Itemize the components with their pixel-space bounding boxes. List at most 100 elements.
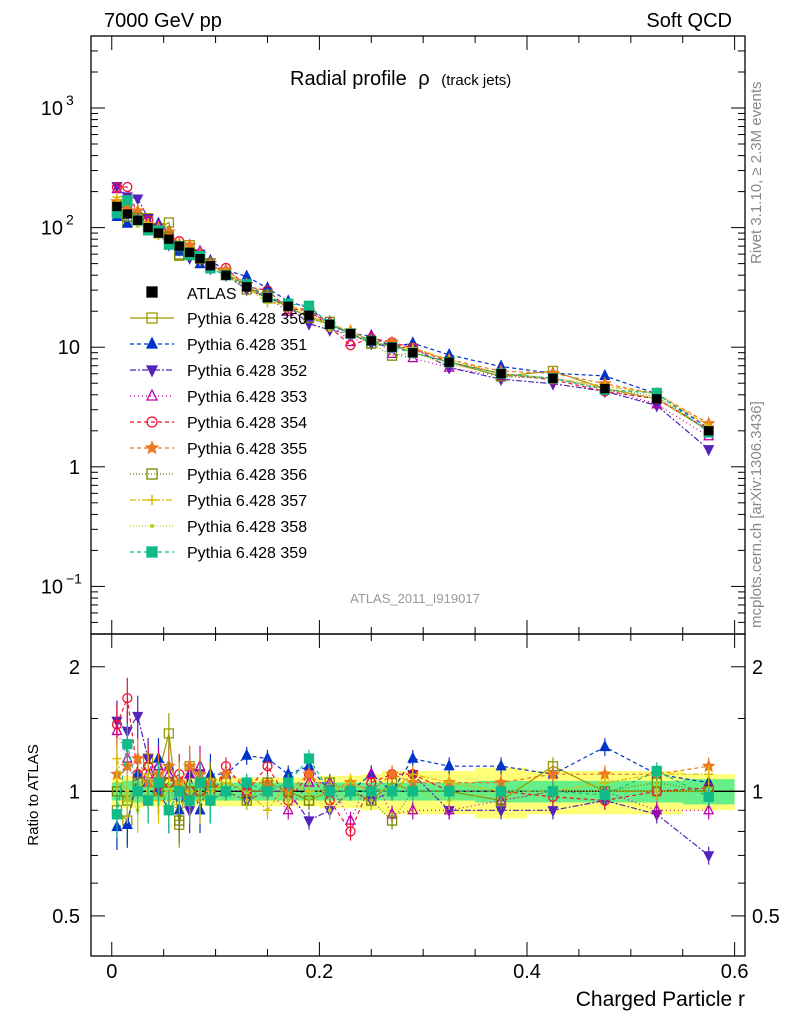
ratio-point	[125, 789, 130, 794]
header-left: 7000 GeV pp	[104, 10, 222, 32]
ratio-point	[599, 740, 611, 752]
ratio-point	[114, 780, 119, 785]
data-point	[366, 336, 376, 346]
main-point	[303, 300, 315, 311]
ratio-point	[408, 769, 418, 779]
data-point	[221, 270, 231, 280]
ratio-point	[130, 751, 145, 765]
data-point	[122, 209, 132, 219]
ratio-point	[174, 786, 185, 797]
data-point	[304, 310, 314, 320]
legend-label-5: Pythia 6.428 355	[187, 441, 307, 458]
legend-label-7: Pythia 6.428 357	[187, 493, 307, 510]
ratio-point	[142, 795, 154, 806]
ratio-point	[547, 786, 559, 797]
main-point	[703, 445, 715, 457]
ratio-point	[651, 765, 662, 777]
ratio-point	[599, 789, 611, 801]
legend-label-data: ATLAS	[187, 286, 237, 303]
data-point	[195, 254, 205, 264]
ratio-point	[386, 786, 398, 797]
legend-label-2: Pythia 6.428 352	[187, 363, 307, 380]
ratio-point	[345, 826, 356, 837]
ratio-point	[703, 803, 715, 815]
ratio-point	[651, 803, 663, 815]
data-point	[496, 369, 506, 379]
data-point	[704, 426, 714, 436]
ratio-point	[121, 817, 133, 829]
ratio-point	[366, 786, 377, 797]
ratio-plot-frame	[90, 633, 746, 957]
main-point	[111, 182, 123, 194]
ratio-point	[132, 786, 143, 797]
ratio-y-tick-label-left: 1	[69, 781, 80, 803]
ratio-point	[345, 786, 356, 797]
ratio-point	[282, 803, 294, 815]
data-point	[444, 357, 454, 367]
main-point	[111, 182, 123, 193]
x-tick-label: 0.4	[513, 961, 541, 983]
ratio-point	[241, 748, 253, 760]
ratio-point	[654, 789, 659, 794]
legend-marker-9	[146, 546, 158, 558]
ratio-point	[307, 789, 311, 794]
data-point	[143, 222, 153, 233]
main-point	[345, 340, 356, 351]
legend-label-6: Pythia 6.428 356	[187, 467, 307, 484]
legend-marker-7	[147, 495, 157, 505]
main-y-tick-label: 10	[41, 576, 63, 598]
ratio-point	[286, 798, 291, 803]
ratio-series-group	[110, 677, 716, 865]
legend-marker-6	[146, 468, 158, 480]
ratio-point	[111, 809, 123, 820]
ratio-point	[547, 806, 559, 818]
ratio-point	[262, 761, 273, 772]
main-y-tick-exponent: 2	[66, 212, 74, 228]
watermark-label: ATLAS_2011_I919017	[350, 591, 480, 606]
ratio-point	[302, 767, 316, 781]
data-point	[652, 394, 662, 404]
legend-marker-3	[145, 388, 159, 401]
legend-marker-0	[146, 312, 158, 324]
ratio-point	[443, 786, 455, 797]
data-point	[205, 261, 216, 271]
ratio-point	[132, 711, 144, 724]
data-point	[408, 348, 418, 358]
legend-label-0: Pythia 6.428 350	[187, 311, 307, 328]
main-point	[112, 192, 122, 202]
data-point	[283, 301, 293, 311]
main-y-tick-label: 10	[41, 218, 63, 240]
data-point	[600, 384, 610, 394]
ratio-point	[303, 753, 315, 764]
ratio-point	[184, 795, 195, 806]
legend-marker-4	[146, 416, 158, 428]
ratio-point	[443, 803, 455, 815]
x-tick-label: 0.6	[721, 961, 749, 983]
plot-frames	[90, 35, 746, 957]
ratio-point	[407, 786, 418, 797]
main-point	[386, 346, 398, 358]
ratio-point	[220, 786, 232, 797]
ratio-point	[324, 786, 335, 797]
ratio-y-axis-label: Ratio to ATLAS	[25, 744, 42, 845]
data-point	[262, 292, 273, 303]
main-point	[132, 194, 144, 206]
legend-label-4: Pythia 6.428 354	[187, 415, 307, 432]
ratio-point	[283, 777, 294, 788]
ratio-point	[112, 754, 122, 764]
ratio-point	[407, 751, 419, 763]
data-point	[242, 282, 252, 292]
main-point	[121, 216, 133, 228]
main-y-tick-label: 10	[41, 98, 63, 120]
data-point	[548, 373, 558, 383]
ratio-line-4	[116, 695, 709, 833]
x-tick-label: 0	[106, 961, 117, 983]
ratio-point	[327, 808, 332, 813]
ratio-point	[407, 803, 419, 815]
ratio-line-8	[116, 781, 709, 812]
ratio-point	[174, 815, 185, 826]
ratio-y-tick-label-right: 2	[752, 657, 763, 679]
data-point	[153, 228, 164, 238]
ratio-line-6	[116, 781, 709, 823]
